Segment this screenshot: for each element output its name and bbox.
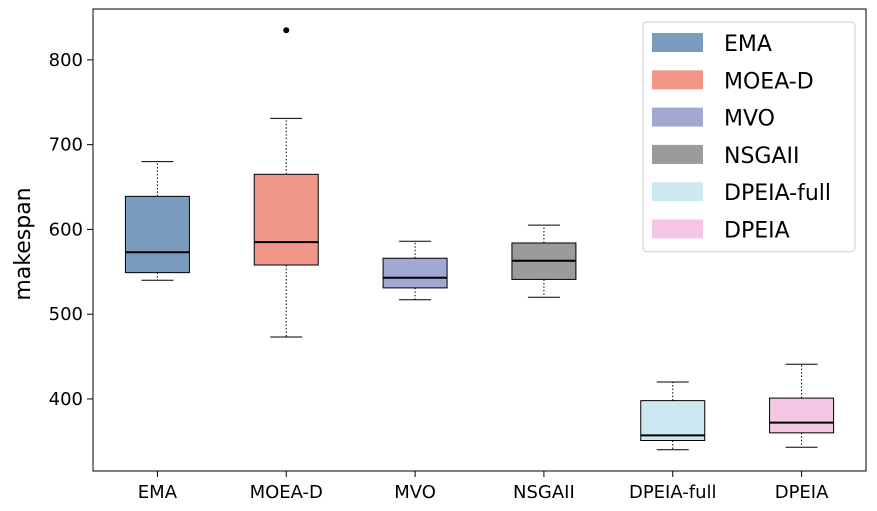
box-iqr (640, 400, 706, 441)
x-tick-label: DPEIA (775, 482, 829, 503)
y-tick-label: 500 (49, 304, 83, 325)
box-group-dpeia-full (640, 381, 706, 451)
y-tick-label: 800 (49, 50, 83, 71)
legend: EMA MOEA-D MVO NSGAII DPEIA-full DPEIA (642, 21, 856, 253)
box-group-ema (124, 161, 190, 281)
y-tick-label: 700 (49, 135, 83, 156)
legend-label: DPEIA (724, 219, 790, 244)
legend-swatch (652, 107, 703, 127)
legend-swatch (652, 144, 703, 164)
legend-swatch (652, 182, 703, 202)
legend-label: MVO (724, 107, 775, 132)
legend-label: MOEA-D (724, 69, 814, 94)
box-iqr (124, 195, 190, 274)
y-tick-label: 400 (49, 389, 83, 410)
plot-frame (92, 8, 867, 472)
box-group-moea-d (253, 27, 319, 338)
box-iqr (769, 397, 835, 434)
y-tick-label: 600 (49, 219, 83, 240)
legend-label: DPEIA-full (724, 181, 831, 206)
x-tick-label: MVO (394, 482, 436, 503)
box-iqr (382, 257, 448, 289)
outlier-point (283, 27, 290, 34)
x-tick-label: MOEA-D (250, 482, 323, 503)
x-tick-label: NSGAII (513, 482, 575, 503)
box-group-mvo (382, 240, 448, 301)
legend-swatch (652, 219, 703, 239)
legend-label: NSGAII (724, 144, 800, 169)
x-tick-label: DPEIA-full (629, 482, 717, 503)
x-tick-label: EMA (138, 482, 178, 503)
box-group-dpeia (769, 363, 835, 448)
y-axis-title: makespan (11, 187, 36, 300)
legend-swatch (652, 33, 703, 52)
legend-label: EMA (724, 32, 772, 57)
legend-swatch (652, 70, 703, 90)
box-iqr (253, 173, 319, 266)
box-group-nsgaii (511, 224, 577, 298)
